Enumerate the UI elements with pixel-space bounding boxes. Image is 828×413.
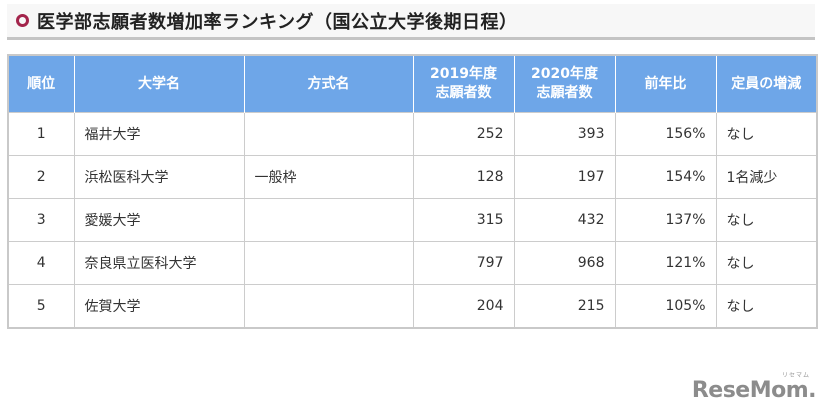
header-applicants-2019-label: 志願者数 [435, 85, 492, 101]
cell-applicants-2019: 128 [412, 155, 515, 199]
cell-rank: 4 [9, 241, 75, 285]
logo-kana: リセマム [781, 372, 810, 379]
header-applicants-2020-label: 志願者数 [536, 85, 593, 101]
cell-ratio: 105% [614, 284, 717, 327]
cell-capacity-change: なし [715, 198, 816, 242]
table-row: 2 浜松医科大学 一般枠 128 197 154% 1名減少 [9, 155, 816, 199]
cell-capacity-change: なし [715, 284, 816, 327]
header-applicants-2020: 2020年度 志願者数 [513, 56, 616, 113]
header-applicants-2019: 2019年度 志願者数 [412, 56, 515, 113]
table-row: 1 福井大学 252 393 156% なし [9, 112, 816, 156]
cell-university: 愛媛大学 [73, 198, 245, 242]
cell-rank: 3 [9, 198, 75, 242]
ranking-table-container: 順位 大学名 方式名 2019年度 志願者数 2020年度 志願者数 前年比 定… [7, 54, 818, 329]
table-row: 4 奈良県立医科大学 797 968 121% なし [9, 241, 816, 285]
ranking-table: 順位 大学名 方式名 2019年度 志願者数 2020年度 志願者数 前年比 定… [9, 56, 816, 327]
cell-university: 浜松医科大学 [73, 155, 245, 199]
table-row: 3 愛媛大学 315 432 137% なし [9, 198, 816, 242]
cell-ratio: 121% [614, 241, 717, 285]
table-row: 5 佐賀大学 204 215 105% なし [9, 284, 816, 327]
cell-ratio: 154% [614, 155, 717, 199]
cell-applicants-2020: 215 [513, 284, 616, 327]
cell-university: 佐賀大学 [73, 284, 245, 327]
header-ratio: 前年比 [614, 56, 717, 113]
cell-method: 一般枠 [243, 155, 414, 199]
cell-method [243, 198, 414, 242]
cell-method [243, 284, 414, 327]
cell-method [243, 112, 414, 156]
cell-applicants-2019: 797 [412, 241, 515, 285]
table-header-row: 順位 大学名 方式名 2019年度 志願者数 2020年度 志願者数 前年比 定… [9, 56, 816, 113]
cell-university: 福井大学 [73, 112, 245, 156]
cell-capacity-change: 1名減少 [715, 155, 816, 199]
cell-rank: 1 [9, 112, 75, 156]
header-capacity-change: 定員の増減 [715, 56, 816, 113]
cell-university: 奈良県立医科大学 [73, 241, 245, 285]
header-applicants-2019-year: 2019年度 [430, 66, 497, 82]
cell-capacity-change: なし [715, 241, 816, 285]
cell-rank: 5 [9, 284, 75, 327]
cell-applicants-2019: 204 [412, 284, 515, 327]
header-university: 大学名 [73, 56, 245, 113]
cell-applicants-2019: 252 [412, 112, 515, 156]
cell-applicants-2020: 197 [513, 155, 616, 199]
header-rank: 順位 [9, 56, 75, 113]
cell-applicants-2020: 393 [513, 112, 616, 156]
cell-rank: 2 [9, 155, 75, 199]
cell-method [243, 241, 414, 285]
cell-applicants-2019: 315 [412, 198, 515, 242]
header-method: 方式名 [243, 56, 414, 113]
cell-applicants-2020: 968 [513, 241, 616, 285]
circle-bullet-icon [16, 14, 29, 27]
cell-capacity-change: なし [715, 112, 816, 156]
cell-ratio: 137% [614, 198, 717, 242]
section-title-bar: 医学部志願者数増加率ランキング（国公立大学後期日程） [7, 4, 815, 40]
page-title: 医学部志願者数増加率ランキング（国公立大学後期日程） [37, 11, 518, 33]
cell-ratio: 156% [614, 112, 717, 156]
header-applicants-2020-year: 2020年度 [531, 66, 598, 82]
cell-applicants-2020: 432 [513, 198, 616, 242]
resemom-logo: ReseMom. [691, 378, 817, 403]
